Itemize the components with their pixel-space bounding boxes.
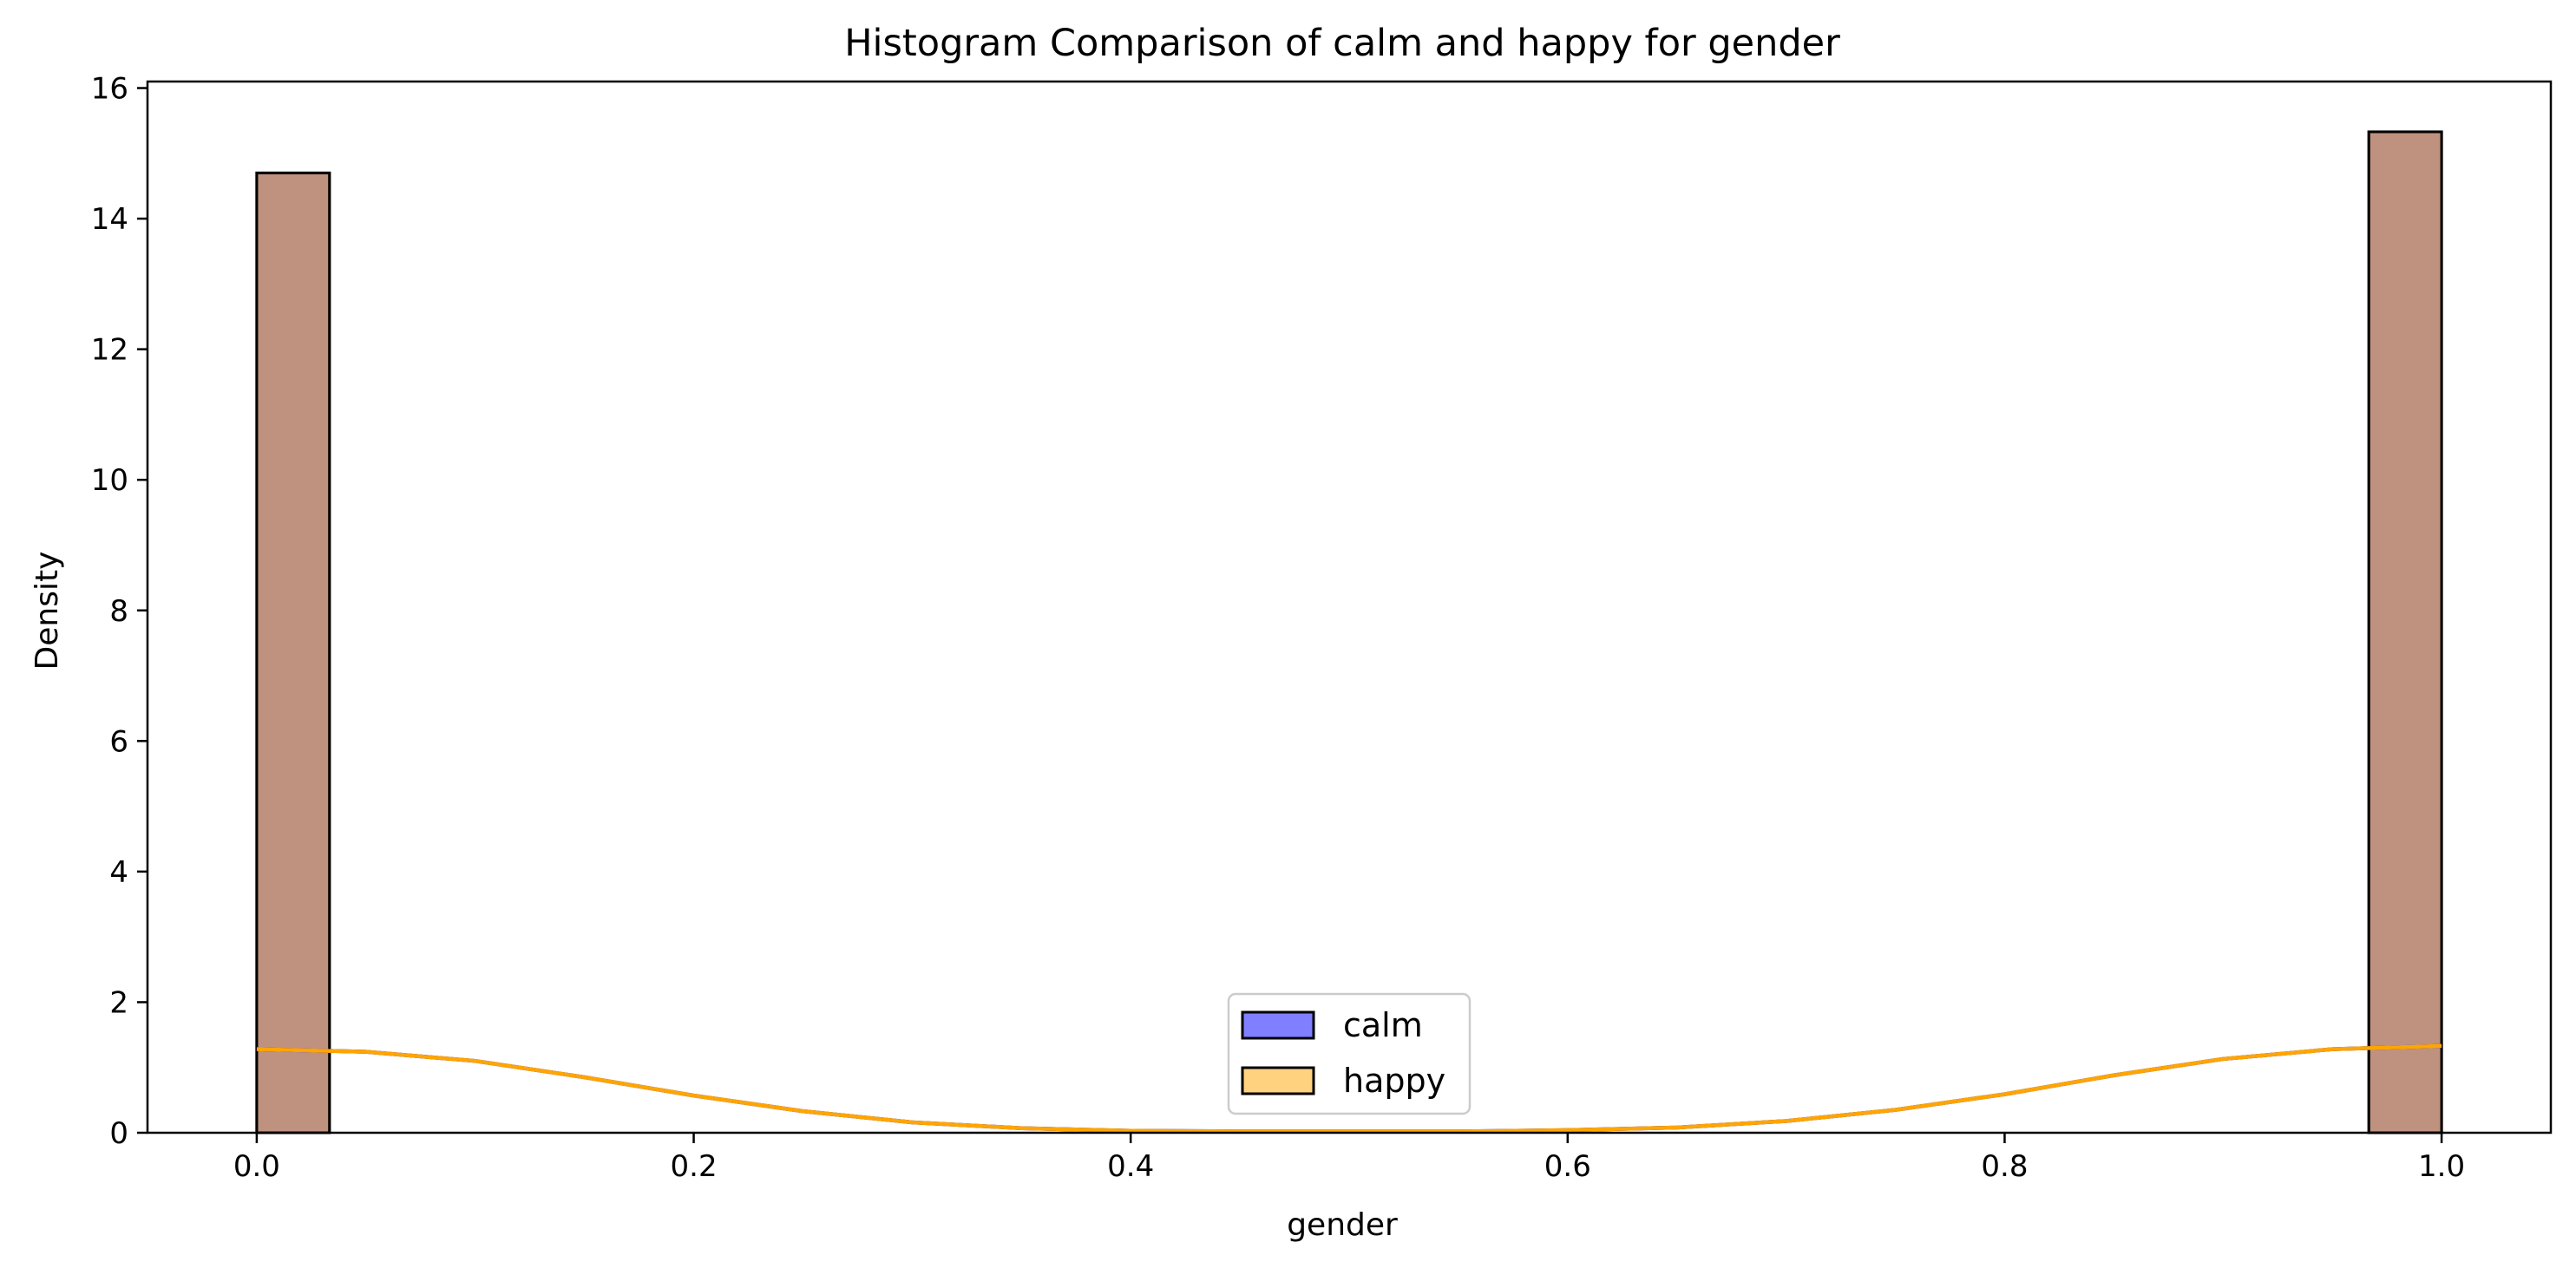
x-tick-label: 0.0 bbox=[233, 1149, 280, 1184]
x-axis-label: gender bbox=[1287, 1207, 1398, 1243]
axes: 0.0 0.2 0.4 0.6 0.8 1.0 0 2 4 6 8 10 12 14 16 bbox=[91, 72, 2553, 1184]
x-tick-label: 0.8 bbox=[1981, 1149, 2028, 1184]
x-tick-label: 0.4 bbox=[1107, 1149, 1154, 1184]
x-tick-label: 0.2 bbox=[671, 1149, 718, 1184]
y-tick-label: 6 bbox=[109, 724, 128, 759]
legend: calm happy bbox=[1227, 992, 1472, 1115]
histogram-bar-happy-1 bbox=[2367, 130, 2443, 1134]
y-tick-label: 8 bbox=[109, 594, 128, 629]
y-tick-label: 12 bbox=[91, 333, 128, 368]
kde-line-happy bbox=[256, 1043, 2442, 1134]
histogram-bar-happy-0 bbox=[255, 171, 331, 1134]
y-tick-label: 16 bbox=[91, 72, 128, 107]
y-axis-label: Density bbox=[29, 552, 65, 670]
chart-title: Histogram Comparison of calm and happy f… bbox=[844, 22, 1840, 65]
y-tick-label: 0 bbox=[109, 1116, 128, 1151]
legend-label-happy: happy bbox=[1343, 1062, 1445, 1100]
y-tick-label: 14 bbox=[91, 202, 128, 237]
y-tick-label: 4 bbox=[109, 855, 128, 890]
x-tick-label: 1.0 bbox=[2418, 1149, 2465, 1184]
y-tick-label: 10 bbox=[91, 463, 128, 498]
legend-swatch-calm bbox=[1241, 1010, 1315, 1040]
x-tick-label: 0.6 bbox=[1544, 1149, 1591, 1184]
legend-swatch-happy bbox=[1241, 1066, 1315, 1095]
axes-frame bbox=[146, 80, 2553, 1134]
plot-area bbox=[255, 130, 2443, 1134]
y-tick-label: 2 bbox=[109, 985, 128, 1020]
legend-label-calm: calm bbox=[1343, 1006, 1423, 1044]
